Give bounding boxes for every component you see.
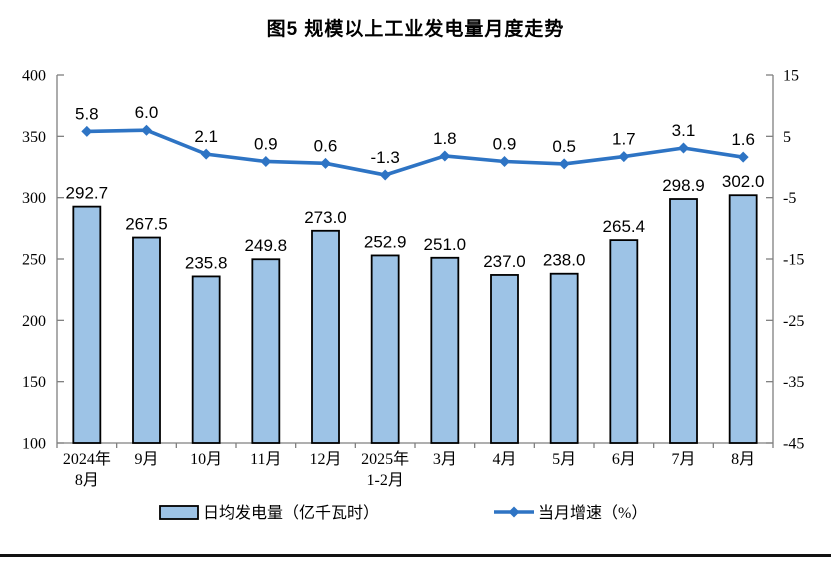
legend-line-label: 当月增速（%） <box>538 504 647 522</box>
line-value-label: -1.3 <box>371 148 400 167</box>
left-axis-tick-label: 150 <box>22 374 46 391</box>
legend-bar-swatch <box>159 505 199 520</box>
bar <box>311 229 340 444</box>
bar <box>609 239 639 444</box>
line-value-label: 6.0 <box>135 103 159 122</box>
bar <box>430 256 460 444</box>
bar-value-label: 235.8 <box>185 253 228 272</box>
left-axis-tick-label: 250 <box>22 252 46 269</box>
x-axis-category-label: 8月 <box>75 472 99 489</box>
line-value-label: 1.6 <box>731 130 755 149</box>
x-axis-category-label: 9月 <box>134 451 158 468</box>
line-value-label: 0.9 <box>493 134 517 153</box>
bar <box>490 274 519 444</box>
line-value-label: 2.1 <box>194 127 218 146</box>
right-axis-tick-label: -15 <box>783 252 804 269</box>
line-marker-diamond <box>737 151 749 163</box>
bar <box>728 194 758 444</box>
bar <box>191 275 221 444</box>
bar-value-label: 292.7 <box>66 184 109 203</box>
line-marker-diamond <box>678 142 689 154</box>
line-value-label: 5.8 <box>75 104 99 123</box>
bar <box>549 272 579 444</box>
line-marker-diamond <box>558 158 570 170</box>
right-axis-tick-label: -5 <box>783 190 796 207</box>
x-axis-category-label: 8月 <box>731 451 755 468</box>
bar-value-label: 238.0 <box>543 251 586 270</box>
line-value-label: 1.7 <box>612 130 636 149</box>
bottom-rule <box>0 554 831 557</box>
line-marker-diamond <box>379 169 391 181</box>
line-marker-diamond <box>499 155 510 167</box>
legend-bar-label: 日均发电量（亿千瓦时） <box>203 504 379 522</box>
bar-value-label: 251.0 <box>424 235 467 254</box>
x-axis-category-label: 4月 <box>492 451 516 468</box>
chart-title: 图5 规模以上工业发电量月度走势 <box>266 19 565 40</box>
x-axis-category-label: 12月 <box>309 451 341 468</box>
x-axis-category-label: 2025年 <box>361 450 409 468</box>
bar-value-label: 298.9 <box>662 176 705 195</box>
left-axis-tick-label: 350 <box>22 129 46 146</box>
bar-value-label: 302.0 <box>722 172 765 191</box>
line-value-label: 0.9 <box>254 134 278 153</box>
x-axis-category-label: 1-2月 <box>366 472 403 489</box>
line-value-label: 3.1 <box>672 121 696 140</box>
left-axis-tick-label: 300 <box>22 190 46 207</box>
line-value-label: 0.5 <box>552 137 576 156</box>
line-marker-diamond <box>320 157 331 169</box>
right-axis-tick-label: -45 <box>783 436 804 453</box>
left-axis-tick-label: 400 <box>22 68 46 85</box>
bar <box>72 205 102 444</box>
bar-value-label: 249.8 <box>245 236 288 255</box>
line-marker-diamond <box>260 155 272 167</box>
right-axis-tick-label: 15 <box>783 68 799 85</box>
legend-line-marker-diamond <box>508 506 520 518</box>
line-marker-diamond <box>81 125 93 137</box>
growth-line <box>85 128 745 177</box>
x-axis-category-label: 2024年 <box>63 450 111 468</box>
line-value-label: 1.8 <box>433 129 457 148</box>
x-axis-category-label: 11月 <box>250 451 281 468</box>
line-value-label: 0.6 <box>314 136 338 155</box>
line-marker-diamond <box>439 150 451 162</box>
left-axis-tick-label: 100 <box>22 436 46 453</box>
right-axis-tick-label: 5 <box>783 129 791 146</box>
right-axis-tick-label: -35 <box>783 374 804 391</box>
bar-value-label: 252.9 <box>364 232 407 251</box>
line-marker-diamond <box>618 151 630 163</box>
bar-value-label: 273.0 <box>304 208 347 227</box>
line-marker-diamond <box>141 124 152 136</box>
bar-value-label: 267.5 <box>125 215 168 234</box>
x-axis-category-label: 6月 <box>612 451 636 468</box>
x-axis-category-label: 10月 <box>190 451 222 468</box>
x-axis-category-label: 7月 <box>671 451 695 468</box>
bar <box>669 198 698 444</box>
x-axis-category-label: 3月 <box>433 451 457 468</box>
line-marker-diamond <box>200 148 212 160</box>
bar-value-label: 237.0 <box>483 252 526 271</box>
left-axis-tick-label: 200 <box>22 313 46 330</box>
x-axis-category-label: 5月 <box>552 451 576 468</box>
bar-value-label: 265.4 <box>603 217 646 236</box>
right-axis-tick-label: -25 <box>783 313 804 330</box>
bar <box>251 258 281 444</box>
bar <box>132 236 161 444</box>
bar <box>370 254 400 444</box>
